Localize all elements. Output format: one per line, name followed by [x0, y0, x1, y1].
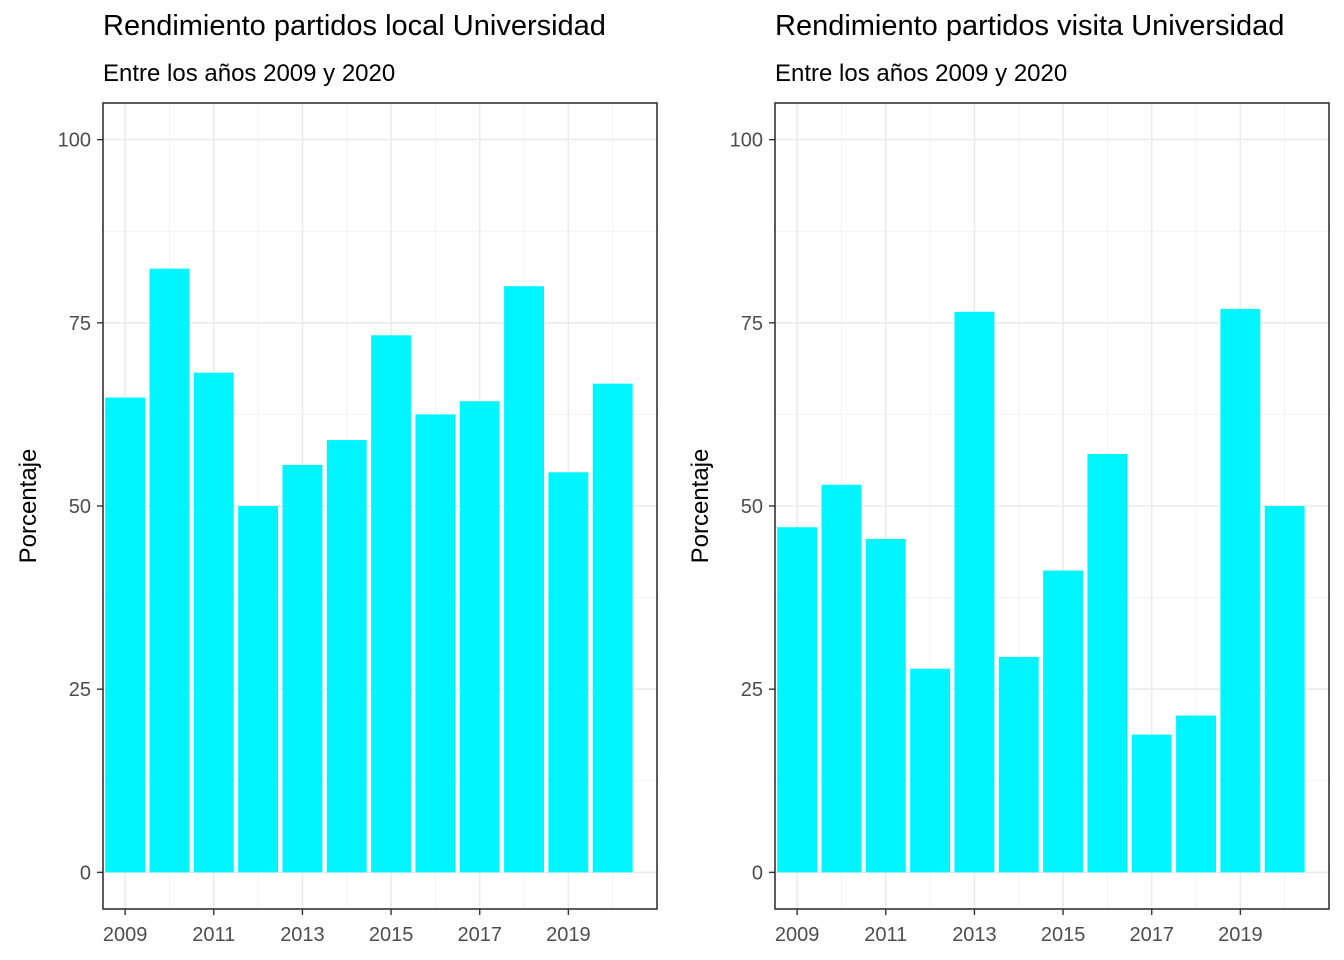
- y-tick-label: 50: [69, 496, 91, 518]
- y-tick-label: 100: [730, 130, 763, 152]
- bar-2011: [865, 538, 906, 873]
- x-tick-label: 2013: [952, 924, 997, 946]
- x-tick-label: 2019: [546, 924, 591, 946]
- x-tick-label: 2017: [1129, 924, 1174, 946]
- x-tick-label: 2017: [457, 924, 502, 946]
- y-tick-label: 25: [741, 679, 763, 701]
- bar-2009: [105, 397, 146, 873]
- bar-2020: [1264, 506, 1305, 873]
- chart-panel-local: Rendimiento partidos local Universidad E…: [15, 10, 658, 946]
- y-tick-label: 75: [741, 313, 763, 335]
- bar-2018: [504, 286, 544, 873]
- y-tick-label: 50: [741, 496, 763, 518]
- x-tick-label: 2015: [369, 924, 414, 946]
- chart-subtitle: Entre los años 2009 y 2020: [775, 60, 1068, 87]
- bar-2011: [193, 372, 234, 873]
- y-tick-label: 75: [69, 313, 91, 335]
- y-tick-label: 25: [69, 679, 91, 701]
- bar-2012: [238, 506, 279, 873]
- chart-panel-visita: Rendimiento partidos visita Universidad …: [672, 0, 1344, 960]
- bar-2015: [1043, 570, 1084, 873]
- bar-2016: [415, 414, 456, 873]
- bar-2014: [326, 440, 367, 873]
- y-tick-label: 0: [752, 862, 763, 884]
- chart-title: Rendimiento partidos visita Universidad: [775, 10, 1285, 42]
- bar-2010: [821, 484, 862, 873]
- bar-2018: [1176, 715, 1216, 873]
- bar-2017: [459, 401, 500, 873]
- y-tick-label: 100: [58, 130, 91, 152]
- y-axis-title: Porcentaje: [15, 449, 42, 564]
- bar-2010: [149, 268, 190, 873]
- x-tick-label: 2009: [103, 924, 148, 946]
- bar-2013: [282, 464, 323, 873]
- x-tick-label: 2011: [192, 924, 235, 946]
- chart-title: Rendimiento partidos local Universidad: [103, 10, 606, 42]
- x-tick-label: 2011: [864, 924, 907, 946]
- y-axis-title: Porcentaje: [687, 449, 714, 564]
- y-tick-label: 0: [80, 862, 91, 884]
- bar-2019: [1220, 308, 1261, 873]
- x-tick-label: 2009: [775, 924, 820, 946]
- x-tick-label: 2015: [1041, 924, 1086, 946]
- bar-2009: [777, 527, 818, 873]
- bar-2019: [548, 472, 589, 873]
- bar-2016: [1087, 453, 1128, 873]
- bar-2015: [371, 335, 412, 873]
- chart-plot-local: 0 25 50 75 100 2009 2011 2013 2015 2017 2019 Porcen…: [15, 102, 658, 946]
- bar-2014: [998, 656, 1039, 873]
- x-tick-label: 2013: [280, 924, 325, 946]
- chart-subtitle: Entre los años 2009 y 2020: [103, 60, 396, 87]
- chart-plot-visita: 0 25 50 75 100 2009 2011 2013 2015 2017 2019 Porcen…: [687, 102, 1330, 946]
- bar-2013: [954, 311, 995, 873]
- bar-2012: [910, 668, 951, 873]
- x-tick-label: 2019: [1218, 924, 1263, 946]
- bar-2017: [1131, 734, 1172, 873]
- bar-2020: [592, 383, 633, 873]
